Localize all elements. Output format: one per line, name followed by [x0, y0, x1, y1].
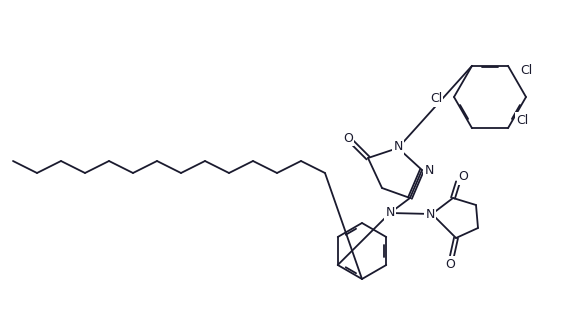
Text: O: O — [343, 132, 353, 145]
Text: N: N — [424, 164, 434, 176]
Text: O: O — [458, 170, 468, 183]
Text: Cl: Cl — [430, 93, 442, 106]
Text: Cl: Cl — [516, 114, 528, 127]
Text: O: O — [445, 257, 455, 270]
Text: N: N — [386, 206, 395, 219]
Text: N: N — [393, 141, 403, 154]
Text: Cl: Cl — [520, 64, 532, 77]
Text: N: N — [425, 208, 435, 221]
